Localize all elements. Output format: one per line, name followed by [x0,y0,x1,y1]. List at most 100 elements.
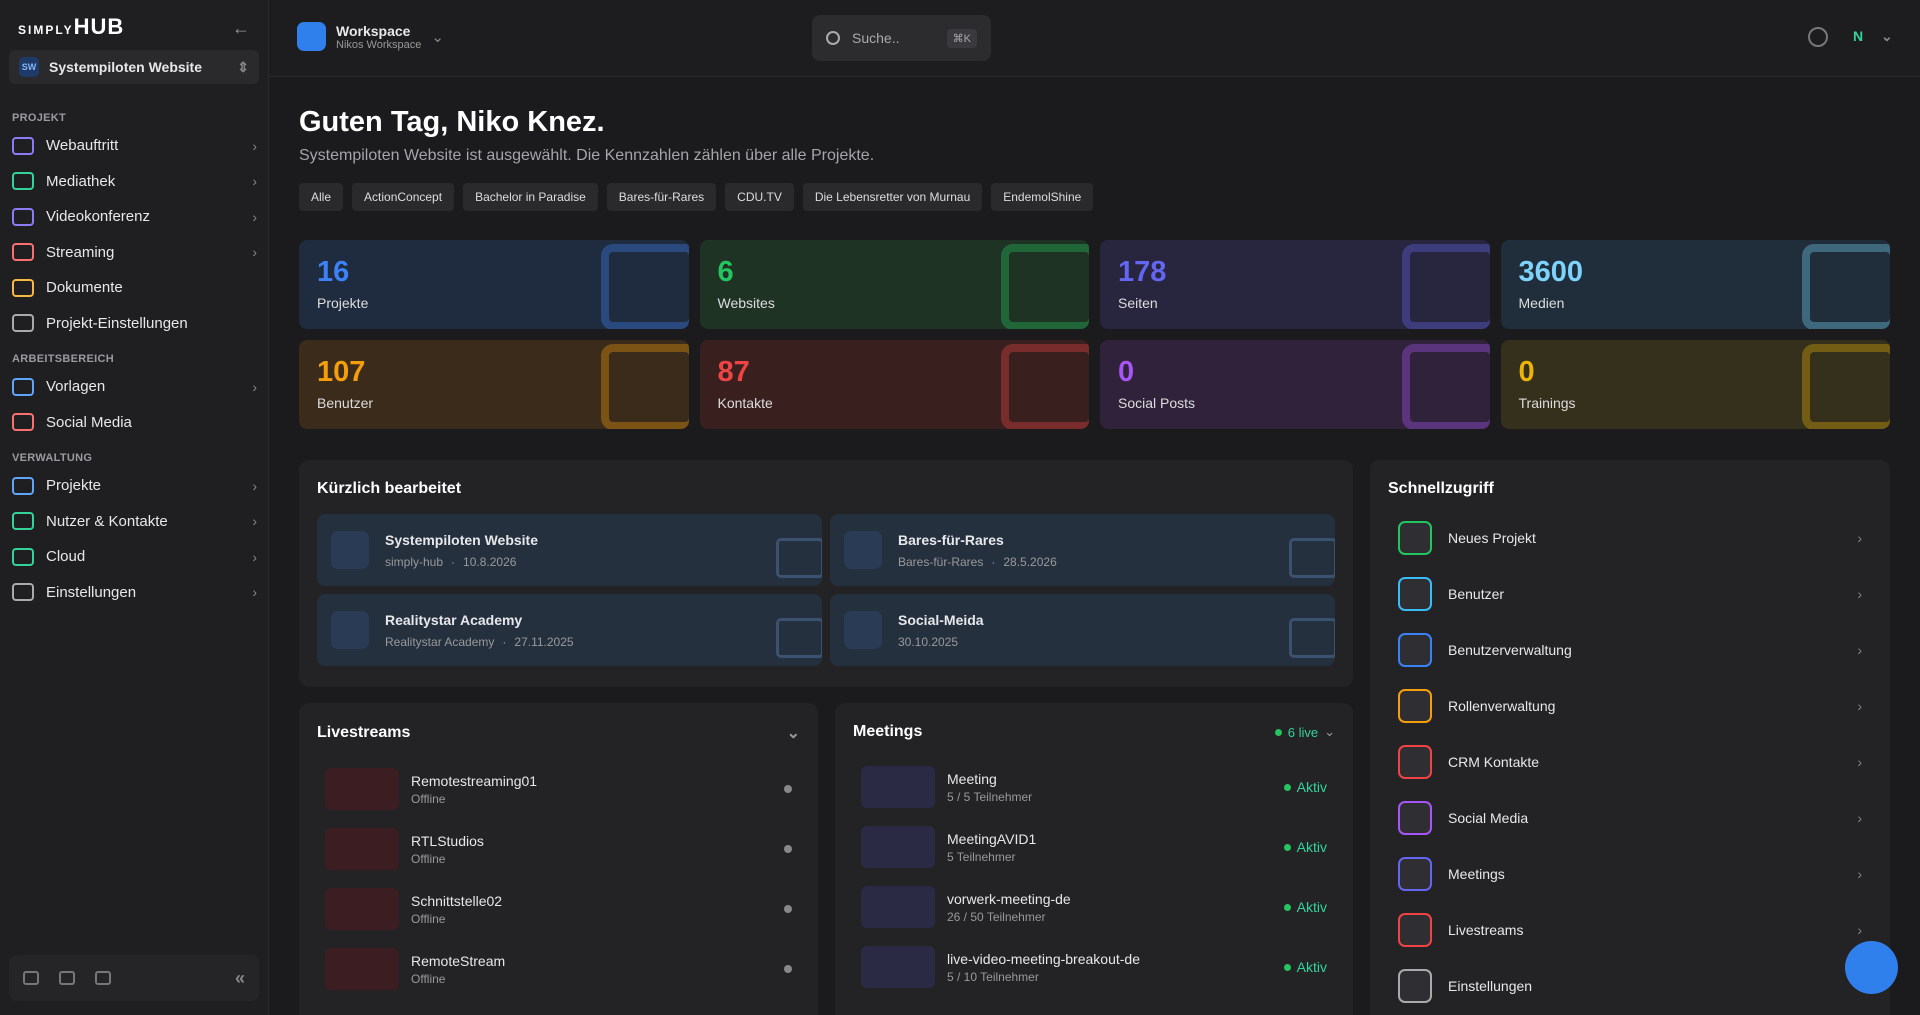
livestream-status: Offline [411,911,446,926]
stat-card[interactable]: 0 Trainings [1500,340,1890,429]
stat-card[interactable]: 16 Projekte [299,240,689,329]
recent-card[interactable]: Systempiloten Website simply-hub · 10.8.202… [317,514,822,586]
help-icon[interactable] [1808,27,1828,47]
recent-card[interactable]: Bares-für-Rares Bares-für-Rares · 28.5.2026 [830,514,1335,586]
navigation: PROJEKT Webauftritt › Mediathek › Videokonfer… [0,100,269,610]
livestream-row[interactable]: Schnittstelle02 Offline [317,879,800,939]
livestream-row[interactable]: Remotestreaming01 Offline [317,759,800,819]
project-selector[interactable]: SW Systempiloten Website ⇕ [9,50,259,84]
stat-card[interactable]: 6 Websites [699,240,1089,329]
stat-value: 0 [1118,356,1135,388]
nav-item[interactable]: Einstellungen › [0,575,269,611]
section-title: PROJEKT [12,112,67,124]
nav-item[interactable]: Mediathek › [0,164,269,200]
nav-chevron: › [252,137,257,154]
stat-value: 16 [317,256,350,288]
nav-item[interactable]: Webauftritt › [0,128,269,164]
filter-chip[interactable]: Bares-für-Rares [606,183,717,211]
quick-icon [1398,857,1432,891]
filter-chip[interactable]: Bachelor in Paradise [463,183,598,211]
nav-item[interactable]: Nutzer & Kontakte › [0,504,269,540]
stat-bg-icon [1401,244,1490,329]
livestream-name: RemoteStream [411,952,506,969]
livestream-icon [325,948,399,990]
stat-card[interactable]: 3600 Medien [1500,240,1890,329]
recent-bg-icon [1289,618,1335,658]
nav-item[interactable]: Projekte › [0,468,269,504]
user-menu[interactable]: N ⌄ [1853,28,1893,44]
meeting-icon [861,946,935,988]
recent-card[interactable]: Realitystar Academy Realitystar Academy · 2… [317,594,822,666]
filter-chip[interactable]: CDU.TV [725,183,794,211]
meeting-row[interactable]: MeetingAVID1 5 Teilnehmer Aktiv [853,817,1335,877]
nav-item[interactable]: Projekt-Einstellungen [0,306,269,342]
quick-row[interactable]: Meetings › [1388,846,1872,902]
filter-chip[interactable]: Die Lebensretter von Murnau [802,183,983,211]
quick-row[interactable]: Social Media › [1388,790,1872,846]
quick-row[interactable]: Einstellungen› [1388,958,1872,1014]
nav-chevron: › [252,477,257,494]
livestream-text: Remotestreaming01 Offline [411,773,537,806]
livestreams-header: Livestreams ⌄ [317,723,800,743]
quick-row[interactable]: Benutzer › [1388,566,1872,622]
status-dot [1283,903,1291,911]
livestream-row[interactable]: RemoteStream Offline [317,939,800,999]
collapse-button[interactable]: ← [232,18,250,38]
quick-row[interactable]: Neues Projekt › [1388,510,1872,566]
nav-item[interactable]: Vorlagen › [0,369,269,405]
filter-chip[interactable]: Alle [299,183,344,211]
quick-icon [1398,689,1432,723]
livestream-name: RTLStudios [411,832,484,849]
recent-icon [331,611,369,649]
stat-label: Seiten [1118,295,1158,311]
stat-card[interactable]: 178 Seiten [1100,240,1490,329]
livestream-text: Schnittstelle02 Offline [411,893,502,926]
quick-row[interactable]: Rollenverwaltung › [1388,678,1872,734]
filter-chip[interactable]: EndemolShine [991,183,1094,211]
meeting-row[interactable]: Meeting 5 / 5 Teilnehmer Aktiv [853,757,1335,817]
stat-value: 87 [717,356,750,388]
stat-card[interactable]: 0 Social Posts [1100,340,1490,429]
search-box[interactable]: Suche.. ⌘K [812,15,991,61]
recent-card[interactable]: Social-Meida 30.10.2025 [830,594,1335,666]
nav-item[interactable]: Cloud › [0,539,269,575]
plugin-icon[interactable] [95,971,111,985]
logo[interactable]: SIMPLYHUB [18,14,124,40]
stat-card[interactable]: 107 Benutzer [299,340,689,429]
recent-name: Realitystar Academy [385,611,523,628]
livestream-row[interactable]: RTLStudios Offline [317,819,800,879]
nav-item[interactable]: Social Media [0,405,269,441]
collapse-chevron[interactable]: ⌄ [786,725,800,742]
recent-text: Systempiloten Website simply-hub · 10.8.202… [385,532,538,569]
meeting-row[interactable]: vorwerk-meeting-de 26 / 50 Teilnehmer Akti… [853,877,1335,937]
nav-icon [12,136,34,155]
quick-row[interactable]: CRM Kontakte › [1388,734,1872,790]
stat-card[interactable]: 87 Kontakte [699,340,1089,429]
status-dot [784,905,792,913]
meeting-name: Meeting [947,770,997,787]
quick-row[interactable]: Benutzerverwaltung › [1388,622,1872,678]
meetings-header: Meetings 6 live ⌄ [853,723,1335,741]
separator: · [451,554,456,569]
filter-chip[interactable]: ActionConcept [352,183,455,211]
quick-chevron: › [1857,866,1862,882]
recent-meta-line: Realitystar Academy · 27.11.2025 [385,635,574,649]
recent-grid: Systempiloten Website simply-hub · 10.8.202… [317,514,1335,666]
logout-icon[interactable] [23,971,39,985]
chat-button[interactable] [1845,941,1898,994]
meeting-row[interactable]: live-video-meeting-breakout-de 5 / 10 Tei… [853,937,1335,997]
nav-label: Vorlagen [46,378,106,396]
livestream-status: Offline [411,851,446,866]
quick-chevron: › [1857,530,1862,546]
nav-item[interactable]: Videokonferenz › [0,199,269,235]
stat-bg-icon [1802,244,1890,329]
nav-item[interactable]: Dokumente [0,270,269,306]
workspace-selector[interactable]: Workspace Nikos Workspace ⌄ [297,22,444,51]
quick-label: Benutzerverwaltung [1448,642,1572,658]
collapse-icon[interactable]: « [234,967,245,988]
nav-icon [12,314,34,333]
cloud-icon[interactable] [59,971,75,985]
quick-row[interactable]: Livestreams › [1388,902,1872,958]
nav-item[interactable]: Streaming › [0,235,269,271]
meeting-participants: 5 / 5 Teilnehmer [947,789,1033,804]
